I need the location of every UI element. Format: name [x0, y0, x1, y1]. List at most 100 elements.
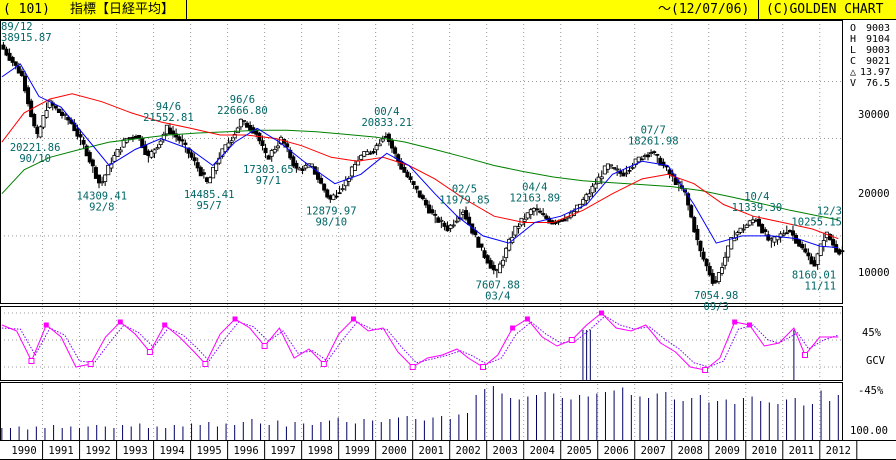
- candle-body: [198, 167, 203, 177]
- candle-body: [704, 258, 709, 267]
- annotation-value: 12879.97: [306, 205, 357, 217]
- candle-body: [374, 145, 379, 151]
- candle-body: [612, 167, 617, 169]
- candle-body: [590, 185, 595, 194]
- candle-body: [97, 174, 102, 184]
- candle-body: [639, 158, 644, 161]
- annotation-value: 20221.86: [10, 142, 61, 154]
- annotation-value: 7054.98: [694, 290, 738, 302]
- candle-body: [377, 143, 382, 147]
- candle-body: [337, 192, 342, 195]
- candle-body: [630, 166, 635, 169]
- year-label: 1998: [307, 445, 332, 457]
- candle-body: [534, 208, 539, 211]
- candle-body: [75, 128, 80, 137]
- gcv-high-marker: [524, 316, 530, 322]
- annotation-date: 10/4: [744, 191, 769, 203]
- index-title: 指標【日経平均】: [70, 2, 175, 17]
- candle-body: [112, 155, 117, 162]
- gcv-indicator: [1, 310, 839, 373]
- gcv-high-marker: [350, 316, 356, 322]
- candle-body: [726, 245, 731, 258]
- candle-body: [78, 134, 83, 138]
- candle-body: [211, 166, 216, 179]
- candle-body: [371, 151, 376, 154]
- year-label: 1994: [159, 445, 184, 457]
- gcv-high-marker: [162, 322, 168, 328]
- gcv-high-marker: [43, 322, 49, 328]
- annotation-value: 8160.01: [792, 269, 836, 281]
- candle-body: [646, 154, 651, 158]
- candle-body: [420, 195, 425, 200]
- candle-body: [309, 163, 314, 167]
- candle-body: [155, 147, 160, 150]
- candle-body: [174, 133, 179, 138]
- chart-grid: [0, 20, 842, 440]
- price-series: [1, 41, 845, 286]
- candle-body: [81, 139, 86, 145]
- candle-body: [408, 176, 413, 180]
- year-axis: 1990 1991 1992 1993 1994 1995 1996 1997 1998 1999…: [11, 440, 858, 460]
- candle-body: [390, 140, 395, 149]
- candle-body: [467, 216, 472, 226]
- gcv-upper-label: 45%: [862, 327, 882, 339]
- candle-body: [602, 165, 607, 175]
- candle-body: [689, 205, 694, 218]
- candle-body: [300, 168, 305, 171]
- header-divider: [186, 0, 187, 19]
- candle-body: [710, 273, 715, 284]
- annotation-value: 11979.85: [439, 194, 490, 206]
- candle-body: [66, 117, 71, 121]
- candle-body: [334, 195, 339, 198]
- candle-body: [32, 114, 37, 127]
- volume-label: V: [850, 78, 856, 89]
- close-value: 9021: [866, 56, 890, 67]
- low-label: L: [850, 45, 856, 56]
- price-tick-label: 20000: [858, 188, 890, 200]
- gcv-low-marker: [702, 367, 709, 373]
- candle-body: [763, 229, 768, 232]
- candle-body: [658, 157, 663, 166]
- candle-body: [821, 240, 826, 247]
- open-value: 9003: [866, 23, 890, 34]
- candle-body: [790, 230, 795, 236]
- candle-body: [368, 152, 373, 155]
- candle-body: [87, 152, 92, 163]
- ma-short-line: [1, 63, 839, 249]
- candle-body: [137, 135, 142, 139]
- candle-body: [797, 239, 802, 247]
- candle-body: [794, 234, 799, 244]
- candle-body: [448, 224, 453, 229]
- candle-body: [667, 169, 672, 175]
- candle-body: [158, 140, 163, 145]
- candle-body: [757, 218, 762, 227]
- candle-body: [349, 166, 354, 177]
- candle-body: [497, 263, 502, 274]
- annotation-value: 38915.87: [1, 32, 52, 44]
- chart-date: ～(12/07/06): [658, 2, 750, 17]
- annotation-date: 97/1: [256, 175, 281, 187]
- gcv-low-marker: [320, 361, 327, 367]
- candle-body: [541, 213, 546, 215]
- candle-body: [649, 152, 654, 155]
- candle-body: [608, 164, 613, 167]
- annotation-date: 98/10: [315, 216, 347, 228]
- candle-body: [433, 213, 438, 216]
- year-label: 2002: [456, 445, 481, 457]
- candle-body: [291, 156, 296, 167]
- annotation-value: 21552.81: [143, 112, 194, 124]
- candle-body: [189, 152, 194, 158]
- candle-body: [340, 188, 345, 191]
- price-panel: [0, 20, 843, 304]
- year-label: 1999: [345, 445, 370, 457]
- year-label: 2012: [826, 445, 851, 457]
- candle-body: [488, 260, 493, 269]
- year-label: 2009: [715, 445, 740, 457]
- year-label: 2008: [678, 445, 703, 457]
- low-value: 9003: [866, 45, 890, 56]
- candle-body: [664, 165, 669, 168]
- stock-chart: 30000 20000 10000 45% GCV -45% 100.00 O …: [0, 20, 896, 460]
- candle-body: [26, 87, 31, 105]
- year-label: 1995: [196, 445, 221, 457]
